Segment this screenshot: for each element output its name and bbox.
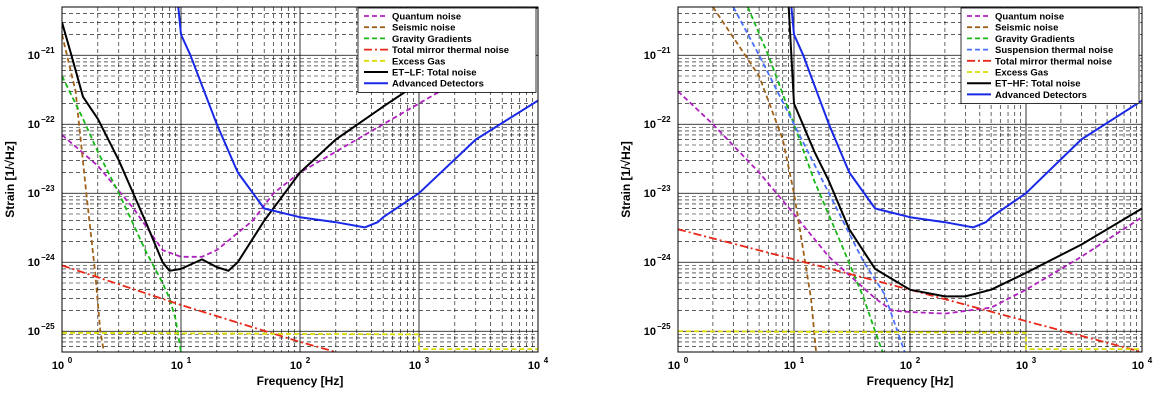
left-x-tick-exponent: 4 <box>544 356 549 365</box>
left-y-tick-label: 10 <box>28 188 40 200</box>
right-x-axis-label: Frequency [Hz] <box>867 374 954 388</box>
left-series-line-1 <box>62 34 105 352</box>
right-legend-label: ET−HF: Total noise <box>995 79 1081 90</box>
left-y-tick-exponent: −25 <box>41 322 55 331</box>
right-y-tick-label: 10 <box>644 257 656 269</box>
left-legend-label: Seismic noise <box>392 23 455 34</box>
left-series-line-6 <box>177 7 538 229</box>
left-x-tick-label: 10 <box>290 360 302 372</box>
left-series-line-2 <box>62 75 182 352</box>
left-series-line-3 <box>62 264 337 352</box>
left-y-tick-exponent: −23 <box>41 184 55 193</box>
right-x-tick-exponent: 3 <box>1032 356 1037 365</box>
left-y-tick-label: 10 <box>28 119 40 131</box>
left-series-line-5 <box>62 7 538 272</box>
right-y-tick-label: 10 <box>644 326 656 338</box>
right-x-tick-label: 10 <box>668 360 680 372</box>
left-x-tick-exponent: 0 <box>68 356 73 365</box>
left-x-axis-label: Frequency [Hz] <box>257 374 344 388</box>
right-y-tick-exponent: −21 <box>657 46 671 55</box>
right-series-line-1 <box>712 7 817 352</box>
right-chart-panel: 10 0 10 1 10 2 10 3 10 4 10 −21 10 −22 10 −23 10 −24 10 −25… <box>603 0 1167 399</box>
right-y-tick-exponent: −23 <box>657 184 671 193</box>
right-legend-label: Advanced Detectors <box>995 90 1087 101</box>
right-y-tick-label: 10 <box>644 119 656 131</box>
left-y-axis-label: Strain [1/√Hz] <box>3 141 17 218</box>
right-series-line-3 <box>732 7 906 352</box>
right-x-tick-label: 10 <box>784 360 796 372</box>
right-x-tick-label: 10 <box>900 360 912 372</box>
right-y-tick-exponent: −22 <box>657 115 671 124</box>
left-x-tick-label: 10 <box>171 360 183 372</box>
left-legend-label: Gravity Gradients <box>392 34 472 45</box>
right-legend-label: Excess Gas <box>995 68 1048 79</box>
left-x-tick-label: 10 <box>409 360 421 372</box>
left-y-tick-exponent: −22 <box>41 115 55 124</box>
right-series-line-0 <box>678 90 1142 315</box>
right-y-tick-label: 10 <box>644 188 656 200</box>
left-y-tick-label: 10 <box>28 326 40 338</box>
right-series-line-2 <box>746 7 884 352</box>
right-series-line-5 <box>678 330 1142 350</box>
left-y-tick-exponent: −21 <box>41 46 55 55</box>
left-x-tick-exponent: 1 <box>187 356 192 365</box>
right-legend-label: Quantum noise <box>995 12 1064 23</box>
left-y-tick-label: 10 <box>28 50 40 62</box>
left-series-group <box>62 7 538 352</box>
left-x-tick-exponent: 3 <box>425 356 430 365</box>
right-x-tick-exponent: 1 <box>800 356 805 365</box>
left-series-line-4 <box>62 331 538 350</box>
left-y-tick-label: 10 <box>28 257 40 269</box>
right-legend-label: Gravity Gradients <box>995 34 1075 45</box>
left-legend-label: ET−LF: Total noise <box>392 68 477 79</box>
right-y-tick-exponent: −24 <box>657 253 671 262</box>
right-axes-box <box>677 6 1143 353</box>
right-series-group <box>678 7 1142 352</box>
right-series-line-7 <box>790 7 1142 229</box>
left-axes-box <box>61 6 539 353</box>
left-grid <box>62 7 538 352</box>
right-legend-label: Seismic noise <box>995 23 1058 34</box>
right-legend-label: Total mirror thermal noise <box>995 56 1112 67</box>
right-x-tick-label: 10 <box>1132 360 1144 372</box>
right-x-tick-label: 10 <box>1016 360 1028 372</box>
right-y-axis-label: Strain [1/√Hz] <box>619 141 633 218</box>
right-y-tick-label: 10 <box>644 50 656 62</box>
left-chart-panel: 10 0 10 1 10 2 10 3 10 4 10 −21 10 −22 10 −23 10 −24 10 −25… <box>0 0 560 399</box>
right-legend-label: Suspension thermal noise <box>995 45 1113 56</box>
right-legend-box <box>960 7 1140 104</box>
right-y-tick-exponent: −25 <box>657 322 671 331</box>
left-y-tick-exponent: −24 <box>41 253 55 262</box>
left-series-line-0 <box>62 33 538 258</box>
left-legend-label: Advanced Detectors <box>392 79 484 90</box>
left-legend-label: Excess Gas <box>392 56 445 67</box>
right-x-tick-exponent: 2 <box>916 356 921 365</box>
right-x-tick-exponent: 4 <box>1148 356 1153 365</box>
left-x-tick-label: 10 <box>52 360 64 372</box>
right-series-line-6 <box>787 7 1142 298</box>
left-x-tick-label: 10 <box>528 360 540 372</box>
right-x-tick-exponent: 0 <box>684 356 689 365</box>
left-legend-label: Total mirror thermal noise <box>392 45 509 56</box>
left-x-tick-exponent: 2 <box>306 356 311 365</box>
left-legend-label: Quantum noise <box>392 12 461 23</box>
